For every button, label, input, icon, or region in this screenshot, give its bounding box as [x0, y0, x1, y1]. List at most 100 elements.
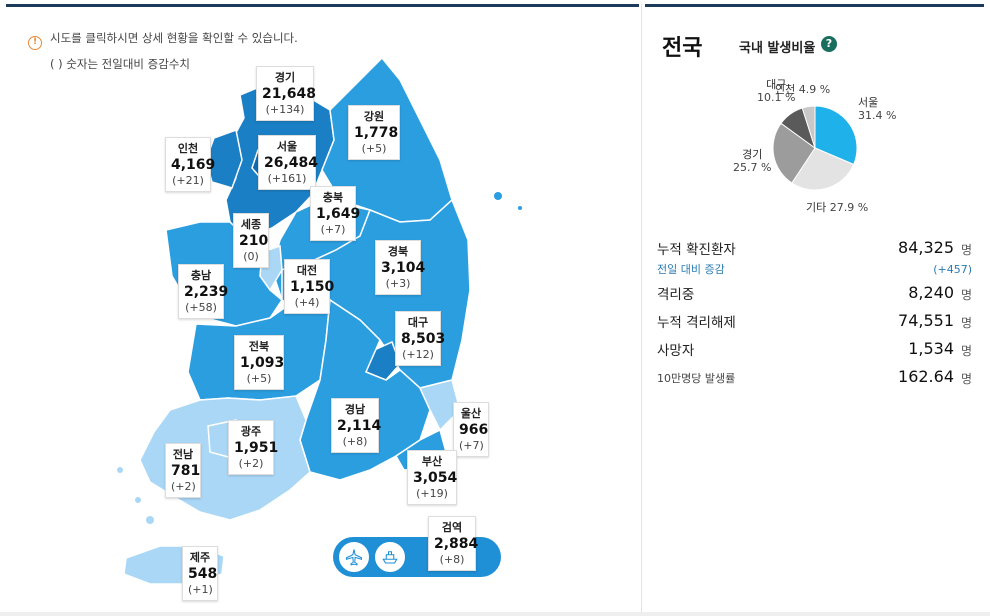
- label-jeju[interactable]: 제주 548 (+1): [182, 546, 218, 601]
- region-name: 강원: [363, 110, 385, 123]
- pie-label-gyeonggi: 경기 25.7 %: [733, 148, 771, 174]
- pie-slice-seoul: [814, 105, 858, 166]
- region-diff: (+7): [320, 223, 346, 236]
- region-diff: (+2): [238, 457, 264, 470]
- region-name: 대구: [407, 316, 429, 329]
- region-count: 3,104: [381, 260, 426, 276]
- stat-value: 1,534: [908, 339, 954, 358]
- label-sejong[interactable]: 세종 210 (0): [233, 213, 269, 268]
- island-ulleung: [494, 192, 502, 200]
- stat-label: 누적 확진환자: [657, 242, 736, 258]
- label-jeonbuk[interactable]: 전북 1,093 (+5): [234, 335, 284, 390]
- panel-divider: [641, 4, 642, 612]
- stat-unit: 명: [960, 243, 972, 257]
- label-quarantine[interactable]: 검역 2,884 (+8): [428, 516, 479, 571]
- pie-label-pct: 25.7 %: [733, 161, 772, 174]
- map-notice: ! 시도를 클릭하시면 상세 현황을 확인할 수 있습니다. ( ) 숫자는 전일…: [28, 30, 298, 72]
- stat-label: 10만명당 발생률: [657, 372, 736, 385]
- label-busan[interactable]: 부산 3,054 (+19): [407, 450, 457, 505]
- region-diff: (+3): [385, 277, 411, 290]
- stat-deaths: 사망자 1,534 명: [657, 339, 972, 367]
- pie-label-daegu: 대구 10.1 %: [757, 78, 795, 104]
- label-gyeongnam[interactable]: 경남 2,114 (+8): [331, 398, 382, 453]
- pie-label-name: 경기: [742, 148, 763, 161]
- region-count: 4,169: [171, 157, 216, 173]
- stat-total: 누적 확진환자 84,325 명: [657, 238, 972, 261]
- region-count: 26,484: [264, 155, 319, 171]
- pie-label-pct: 31.4 %: [858, 109, 897, 122]
- region-diff: (+161): [267, 172, 307, 185]
- region-name: 부산: [421, 455, 443, 468]
- region-count: 2,884: [434, 536, 479, 552]
- airplane-icon: [337, 540, 371, 574]
- pie-slice-etc: [791, 147, 855, 191]
- pie-label-name: 서울: [858, 96, 879, 109]
- label-gwangju[interactable]: 광주 1,951 (+2): [228, 420, 279, 475]
- notice-line-2: ( ) 숫자는 전일대비 증감수치: [50, 57, 190, 71]
- label-jeonnam[interactable]: 전남 781 (+2): [165, 443, 201, 498]
- pie-slice-gyeonggi: [772, 122, 816, 184]
- pie-label-name: 대구: [766, 78, 787, 91]
- region-count: 548: [188, 566, 218, 582]
- region-name: 충북: [322, 191, 344, 204]
- stat-rate: 10만명당 발생률 162.64 명: [657, 367, 972, 395]
- label-incheon[interactable]: 인천 4,169 (+21): [165, 137, 216, 192]
- panel-title: 전국: [662, 36, 703, 61]
- label-chungnam[interactable]: 충남 2,239 (+58): [178, 264, 228, 319]
- region-count: 2,114: [337, 418, 382, 434]
- stat-unit: 명: [960, 316, 972, 330]
- region-name: 인천: [177, 142, 199, 155]
- stat-value: 8,240: [908, 283, 954, 302]
- region-ulsan[interactable]: [418, 379, 461, 432]
- pie-slice-incheon: [801, 105, 816, 149]
- region-diff: (+8): [439, 553, 465, 566]
- right-top-border: [645, 4, 984, 7]
- label-seoul[interactable]: 서울 26,484 (+161): [258, 135, 319, 190]
- stat-unit: 명: [960, 288, 972, 302]
- pie-chart-title: 국내 발생비율: [739, 41, 816, 56]
- region-count: 21,648: [262, 86, 317, 102]
- region-count: 8,503: [401, 331, 446, 347]
- region-diff: (+134): [265, 103, 305, 116]
- pie-label-seoul: 서울 31.4 %: [858, 96, 896, 122]
- region-diff: (+2): [171, 480, 196, 493]
- label-gangwon[interactable]: 강원 1,778 (+5): [348, 105, 400, 160]
- label-ulsan[interactable]: 울산 966 (+7): [453, 402, 489, 457]
- info-icon: !: [28, 36, 42, 50]
- label-daejeon[interactable]: 대전 1,150 (+4): [284, 259, 335, 314]
- region-name: 경기: [274, 71, 296, 84]
- stat-isolating: 격리중 8,240 명: [657, 283, 972, 311]
- region-count: 1,649: [316, 206, 361, 222]
- region-count: 781: [171, 463, 201, 479]
- region-name: 전북: [248, 340, 270, 353]
- stat-label: 전일 대비 증감: [657, 263, 725, 276]
- label-daegu[interactable]: 대구 8,503 (+12): [395, 311, 446, 366]
- region-count: 1,150: [290, 279, 335, 295]
- label-gyeongbuk[interactable]: 경북 3,104 (+3): [375, 240, 426, 295]
- ship-icon: [373, 540, 407, 574]
- region-name: 전남: [172, 448, 194, 461]
- label-gyeonggi[interactable]: 경기 21,648 (+134): [256, 66, 317, 121]
- region-count: 1,778: [354, 125, 399, 141]
- stat-change: 전일 대비 증감 (+457): [657, 261, 972, 283]
- question-icon[interactable]: ?: [821, 36, 837, 52]
- region-name: 광주: [240, 425, 262, 438]
- region-name: 경북: [387, 245, 409, 258]
- region-name: 서울: [276, 140, 298, 153]
- pie-label-pct: 10.1 %: [757, 91, 796, 104]
- region-name: 검역: [441, 521, 463, 534]
- region-diff: (+58): [185, 301, 217, 314]
- stat-label: 격리중: [657, 287, 695, 303]
- stat-label: 누적 격리해제: [657, 315, 736, 331]
- region-count: 1,093: [240, 355, 285, 371]
- pie-label-pct: 4.9 %: [798, 83, 831, 96]
- region-name: 세종: [240, 218, 262, 231]
- stat-label: 사망자: [657, 343, 695, 359]
- region-name: 대전: [296, 264, 318, 277]
- island-sw-3: [117, 467, 123, 473]
- region-count: 1,951: [234, 440, 279, 456]
- notice-line-1: 시도를 클릭하시면 상세 현황을 확인할 수 있습니다.: [50, 31, 298, 45]
- island-sw-2: [135, 497, 141, 503]
- label-chungbuk[interactable]: 충북 1,649 (+7): [310, 186, 361, 241]
